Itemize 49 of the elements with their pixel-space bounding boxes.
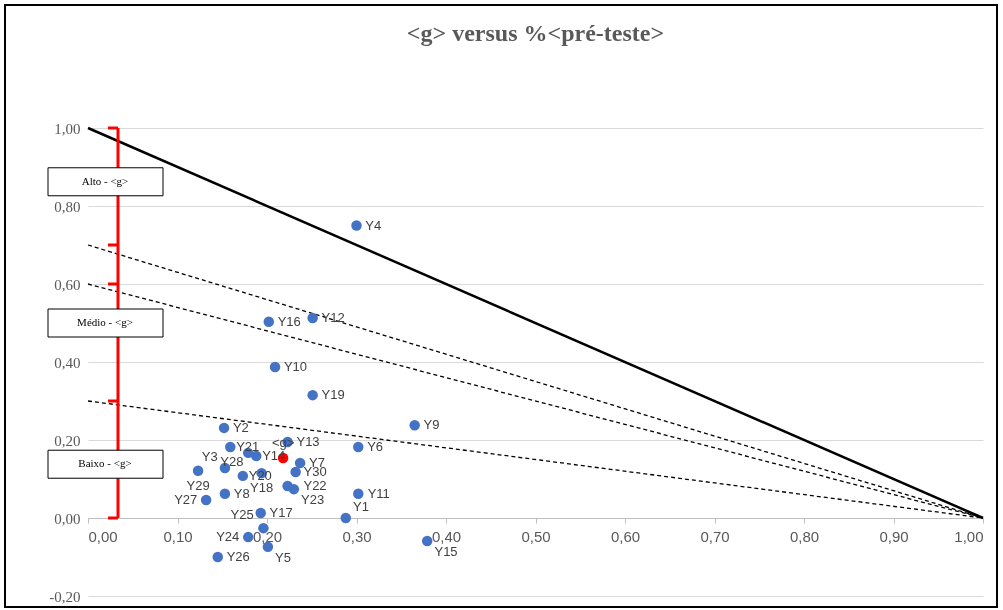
- x-tick-label: 0,40: [431, 527, 462, 545]
- annotation: Alto - <g>: [81, 174, 129, 187]
- x-tick-label: 0,60: [610, 527, 641, 545]
- data-label: Y15: [434, 544, 458, 560]
- data-label: Y17: [269, 504, 293, 520]
- x-tick-label: 0,70: [700, 527, 730, 545]
- data-label: Y22: [303, 478, 327, 494]
- data-label: Y28: [220, 454, 244, 470]
- y-tick-label: 0,60: [54, 276, 81, 293]
- y-tick-label: 0,40: [54, 354, 81, 371]
- data-label: Y18: [250, 480, 274, 496]
- data-label: Y21: [236, 439, 260, 455]
- annotation: Médio - <g>: [77, 316, 133, 328]
- x-tick-label: 1,00: [954, 527, 984, 545]
- y-tick-label: 0,80: [54, 198, 81, 215]
- data-label: Y25: [230, 507, 254, 523]
- data-label: Y3: [201, 448, 218, 464]
- data-label: Y10: [283, 359, 308, 375]
- chart-title: <g> versus %<pré-teste>: [406, 20, 665, 46]
- data-label: Y23: [301, 492, 325, 508]
- y-tick-label: -0,20: [49, 588, 81, 605]
- data-label: Y5: [275, 550, 292, 566]
- data-label: Y6: [367, 439, 384, 455]
- x-tick-label: 0,10: [163, 527, 193, 545]
- data-label: Y9: [423, 417, 440, 433]
- data-label: Y26: [226, 549, 250, 564]
- x-tick-label: 0,30: [342, 527, 372, 545]
- data-label: Y19: [321, 387, 345, 403]
- data-label: Y20: [248, 467, 272, 483]
- data-label: Y29: [186, 477, 210, 493]
- data-label: Y24: [216, 529, 240, 545]
- data-label: Y11: [367, 485, 390, 501]
- annotation: Baixo - <g>: [78, 457, 132, 470]
- data-label: Y4: [365, 217, 382, 233]
- x-tick-label: 0,00: [88, 527, 118, 545]
- data-label: Y1: [352, 498, 369, 514]
- y-tick-label: 0,00: [54, 510, 81, 527]
- y-tick-label: 1,00: [54, 120, 81, 137]
- data-label: Y2: [232, 419, 249, 435]
- x-tick-label: 0,50: [521, 527, 551, 545]
- data-label: Y8: [233, 485, 250, 501]
- x-tick-label: 0,90: [879, 527, 909, 545]
- y-tick-label: 0,20: [54, 432, 81, 449]
- x-tick-label: 0,80: [789, 527, 820, 545]
- data-label: Y12: [321, 309, 345, 325]
- x-tick-label: 0,20: [252, 527, 283, 545]
- data-label: Y27: [174, 492, 198, 508]
- data-label: Y13: [296, 433, 320, 449]
- data-label: Y16: [277, 313, 301, 329]
